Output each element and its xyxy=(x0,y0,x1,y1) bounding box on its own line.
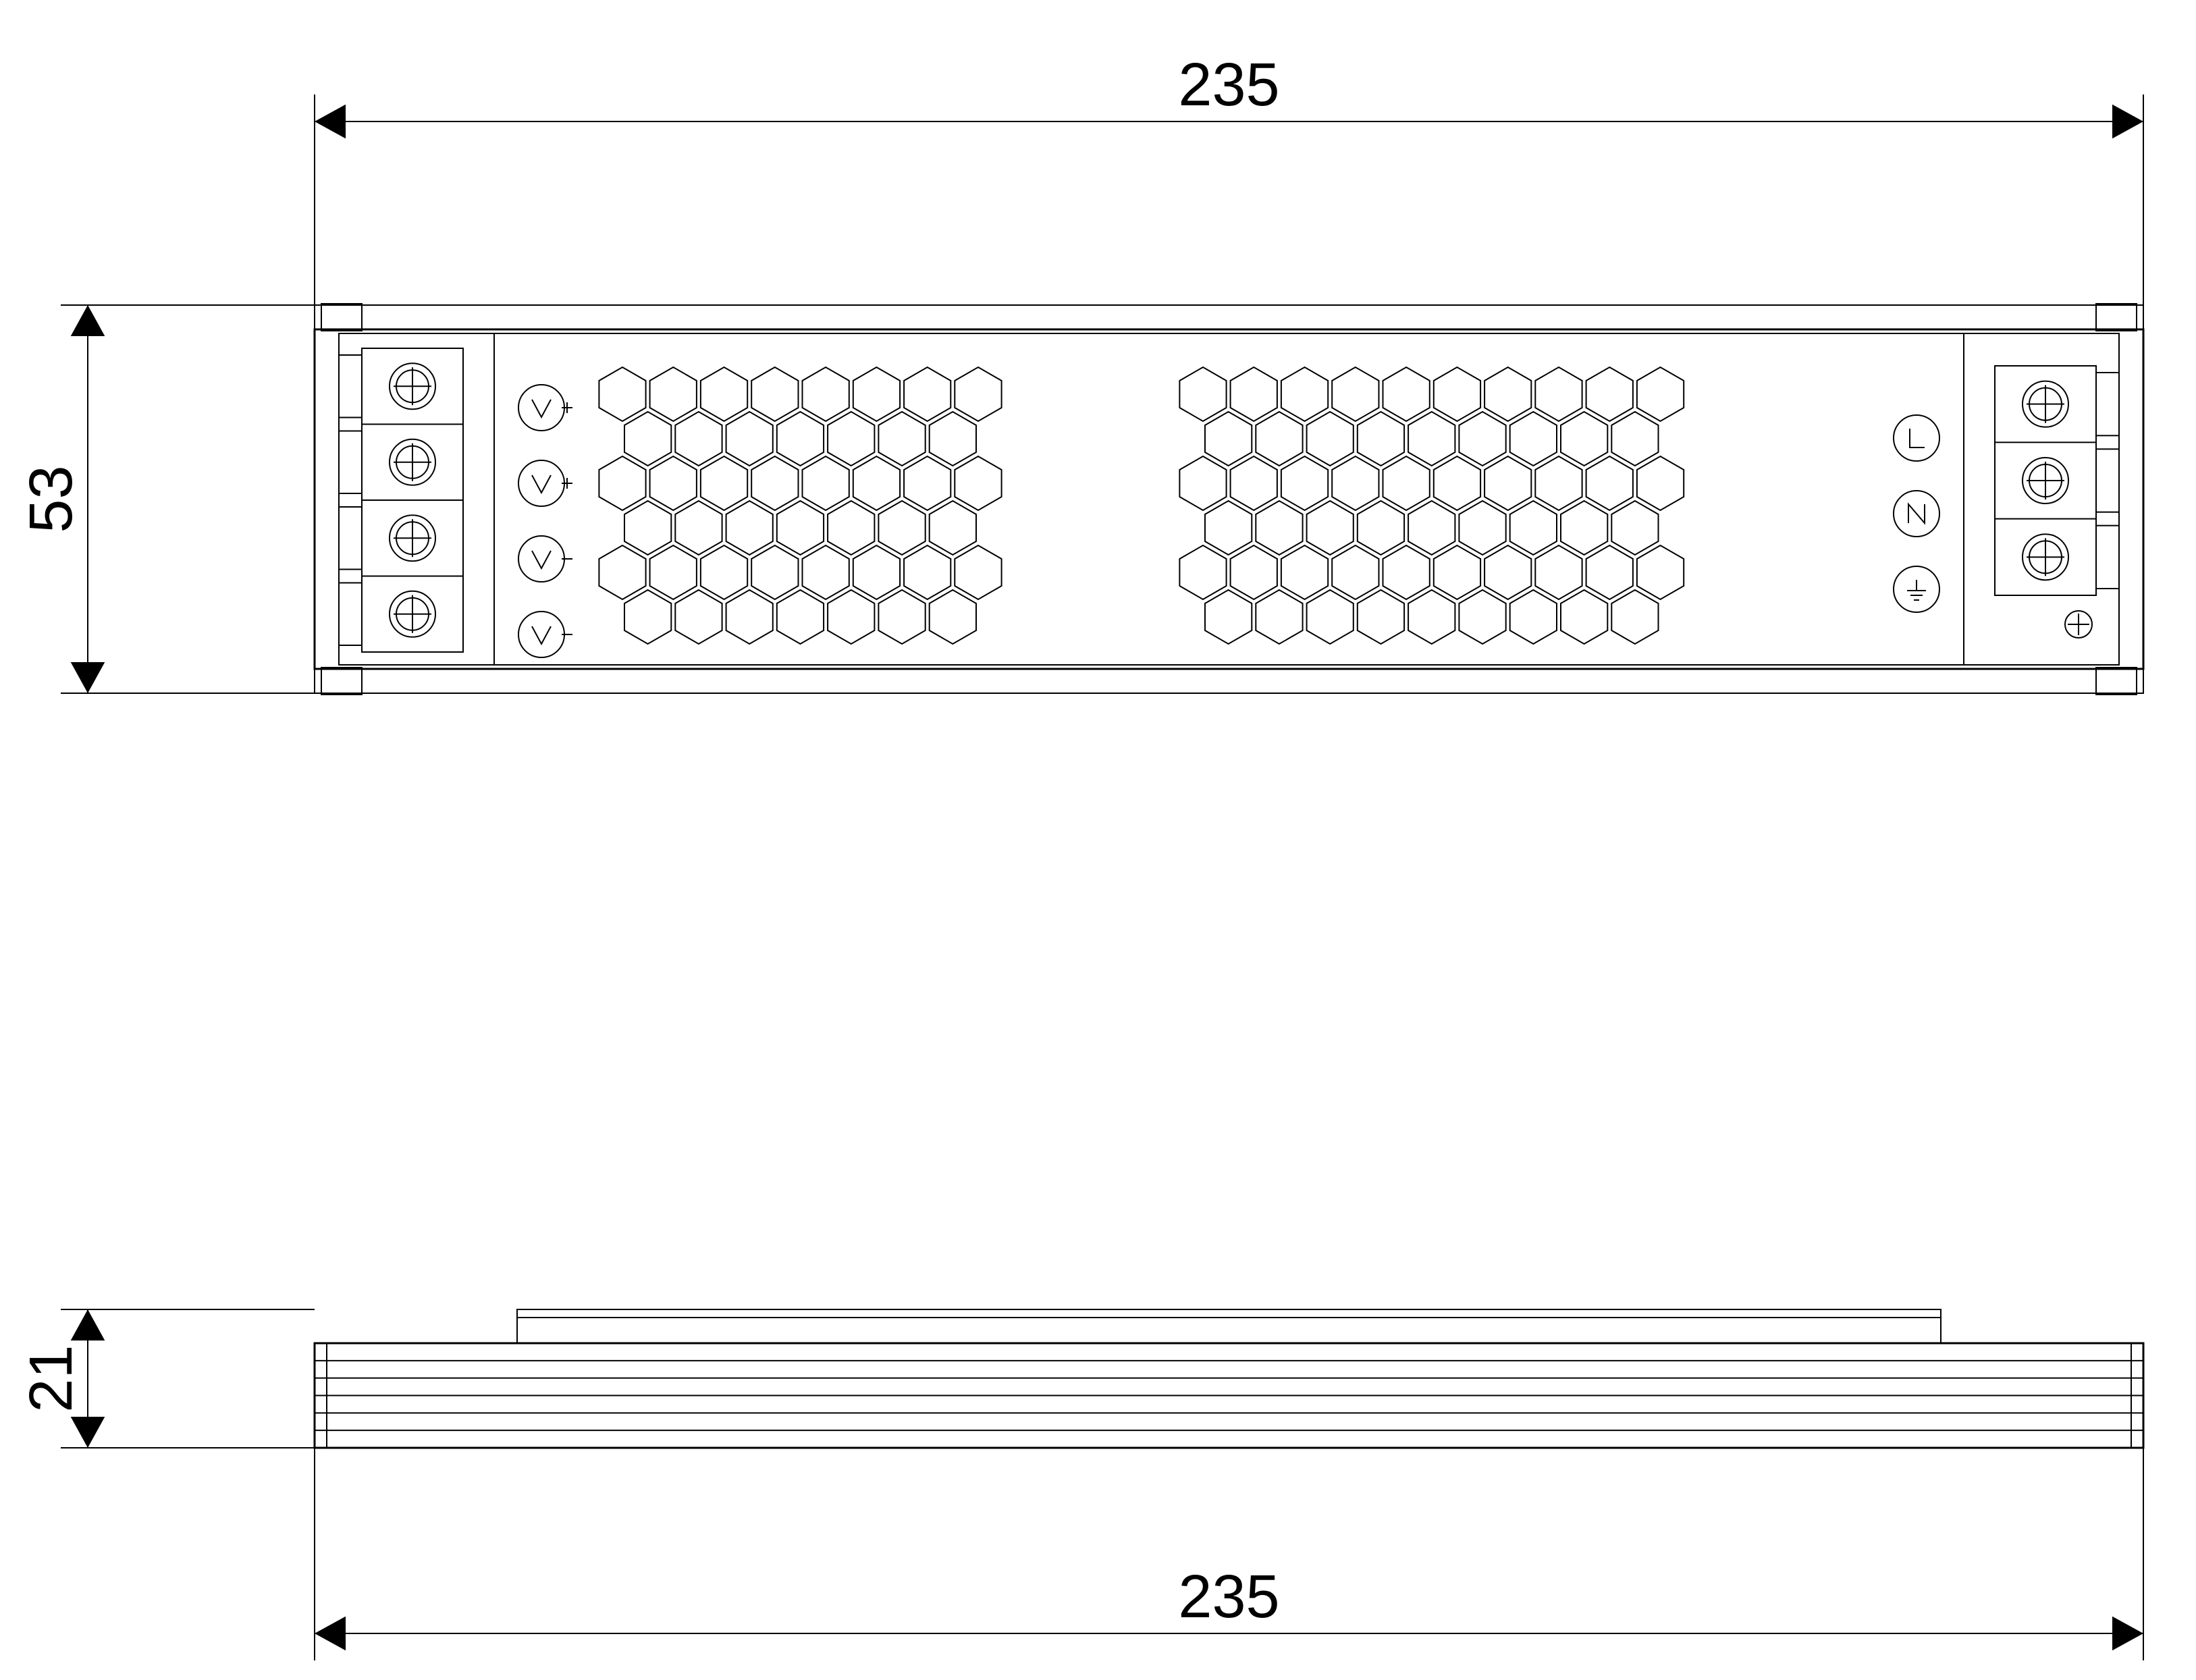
dimensions: 235 53 235 21 xyxy=(18,51,2143,1660)
dim-top-width-value: 235 xyxy=(1178,51,1279,119)
dc-labels xyxy=(518,385,572,657)
vent-honeycomb-1 xyxy=(599,367,1001,644)
dc-terminal-block xyxy=(339,348,463,652)
dim-side-height-value: 21 xyxy=(18,1345,85,1412)
dim-side-width: 235 xyxy=(315,1448,2143,1660)
ac-labels xyxy=(1894,415,1939,612)
dim-side-width-value: 235 xyxy=(1178,1563,1279,1631)
top-view xyxy=(315,304,2143,695)
ac-terminal-block xyxy=(1995,366,2119,595)
dim-top-height: 53 xyxy=(18,305,315,693)
side-view xyxy=(315,1309,2143,1448)
dim-top-width: 235 xyxy=(315,51,2143,305)
dim-side-height: 21 xyxy=(18,1309,315,1448)
dim-top-height-value: 53 xyxy=(18,465,85,533)
vent-honeycomb-2 xyxy=(1179,367,1684,644)
